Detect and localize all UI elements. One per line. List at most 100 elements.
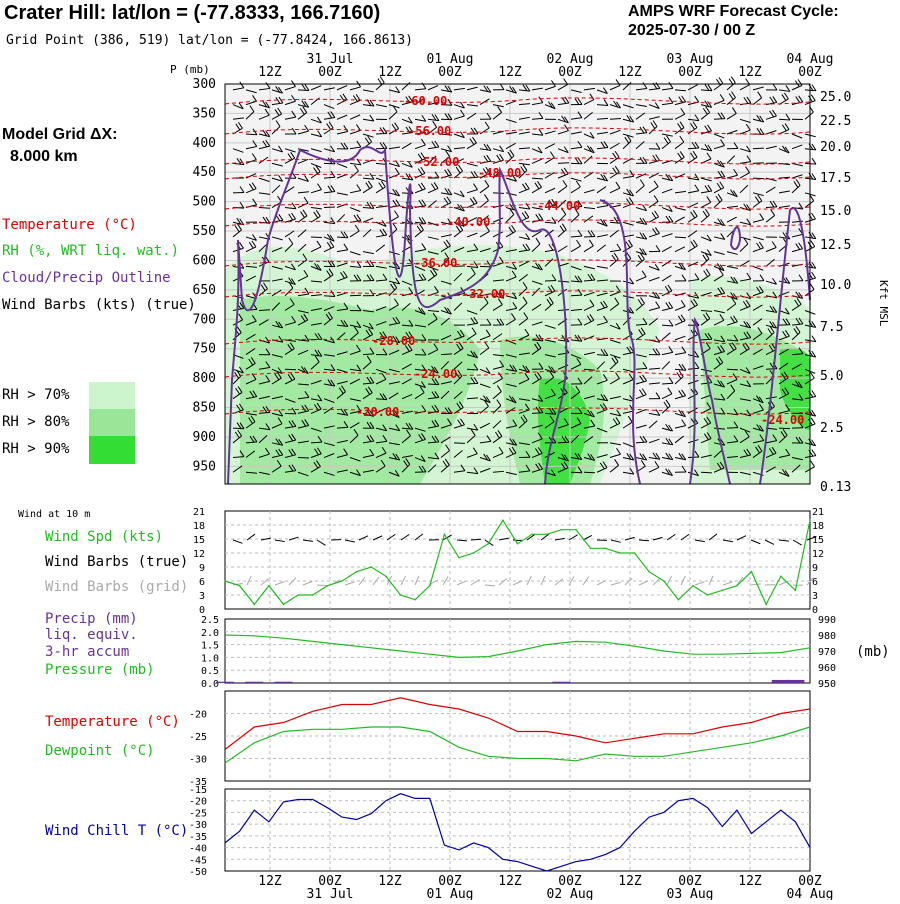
temperature-contour-label: -28.00 bbox=[372, 334, 415, 348]
legend-temperature: Temperature (°C) bbox=[2, 217, 137, 233]
top-hour-label: 00Z bbox=[678, 65, 702, 80]
wind-barb-feather bbox=[812, 158, 816, 164]
wind-barb-shaft bbox=[415, 340, 426, 341]
pressure-y-tick: 960 bbox=[818, 663, 836, 674]
pressure-y-tick: 950 bbox=[818, 679, 836, 690]
wind-barb-shaft bbox=[233, 428, 244, 429]
kft-tick-label: 17.5 bbox=[820, 171, 851, 186]
wind-speed-point bbox=[370, 566, 372, 568]
pressure-tick-label: 550 bbox=[193, 224, 216, 239]
temperature-contour-label: -56.00 bbox=[408, 124, 451, 138]
top-date-label: 31 Jul bbox=[307, 52, 354, 67]
pressure-tick-label: 300 bbox=[193, 77, 216, 92]
wind-speed-point bbox=[663, 580, 665, 582]
wind-barb-shaft bbox=[701, 339, 712, 340]
temperature-panel-frame bbox=[225, 691, 810, 781]
model-grid-value: 8.000 km bbox=[10, 148, 78, 166]
kft-tick-label: 7.5 bbox=[820, 320, 843, 335]
wind-spd-label: Wind Spd (kts) bbox=[45, 529, 163, 545]
wind-speed-point bbox=[517, 543, 519, 545]
wind-y-tick-right: 12 bbox=[812, 549, 824, 560]
bottom-date-label: 04 Aug bbox=[787, 887, 834, 900]
top-hour-label: 00Z bbox=[318, 65, 342, 80]
bottom-date-label: 31 Jul bbox=[307, 887, 354, 900]
kft-tick-label: 0.13 bbox=[820, 480, 851, 495]
kft-tick-label: 10.0 bbox=[820, 278, 851, 293]
pressure-tick-label: 950 bbox=[193, 459, 216, 474]
legend-rh: RH (%, WRT liq. wat.) bbox=[2, 243, 179, 259]
pressure-unit: (mb) bbox=[856, 644, 890, 660]
wind-speed-point bbox=[444, 534, 446, 536]
wind-y-tick: 18 bbox=[193, 521, 205, 532]
wind-barb-shaft bbox=[259, 208, 270, 209]
wind-speed-point bbox=[546, 534, 548, 536]
pressure-y-tick: 970 bbox=[818, 647, 836, 658]
wind-barb-shaft bbox=[779, 428, 790, 429]
forecast-title: AMPS WRF Forecast Cycle: bbox=[628, 3, 839, 21]
wind-barb-shaft bbox=[571, 295, 582, 296]
pressure-tick-label: 350 bbox=[193, 106, 216, 121]
bottom-hour-label: 12Z bbox=[738, 874, 762, 889]
wind-barb-feather bbox=[811, 418, 815, 424]
wind-speed-point bbox=[327, 585, 329, 587]
legend-wind-barbs: Wind Barbs (kts) (true) bbox=[2, 297, 196, 313]
wind-barb-shaft bbox=[545, 281, 556, 282]
wind-speed-point bbox=[458, 557, 460, 559]
wind-barb-shaft bbox=[532, 413, 543, 414]
precip-y-tick: 0.0 bbox=[201, 679, 219, 690]
rh-70-swatch bbox=[89, 382, 135, 409]
wind-speed-point bbox=[707, 594, 709, 596]
precip-sub1: liq. equiv. bbox=[45, 627, 138, 643]
wind-y-tick: 9 bbox=[199, 563, 205, 574]
wind-y-tick-right: 9 bbox=[812, 563, 818, 574]
kft-tick-label: 22.5 bbox=[820, 114, 851, 129]
wind-speed-point bbox=[692, 585, 694, 587]
wind-speed-point bbox=[575, 529, 577, 531]
wind-barb-shaft bbox=[766, 369, 777, 370]
bottom-date-label: 01 Aug bbox=[427, 887, 474, 900]
station-title: Crater Hill: lat/lon = (-77.8333, 166.71… bbox=[4, 2, 380, 25]
pressure-tick-label: 700 bbox=[193, 312, 216, 327]
bottom-date-label: 03 Aug bbox=[667, 887, 714, 900]
wind-barb-shaft bbox=[727, 369, 738, 370]
wind-speed-point bbox=[297, 594, 299, 596]
top-hour-label: 12Z bbox=[738, 65, 762, 80]
rh-90-swatch bbox=[89, 436, 135, 464]
wind-speed-point bbox=[809, 520, 811, 522]
wind-speed-point bbox=[795, 590, 797, 592]
pressure-tick-label: 600 bbox=[193, 253, 216, 268]
top-hour-label: 00Z bbox=[798, 65, 822, 80]
windchill-y-tick: -45 bbox=[189, 855, 207, 866]
windchill-y-tick: -40 bbox=[189, 844, 207, 855]
kft-tick-label: 2.5 bbox=[820, 421, 843, 436]
precip-y-tick: 2.5 bbox=[201, 615, 219, 626]
pressure-tick-label: 900 bbox=[193, 430, 216, 445]
wind-barb-shaft bbox=[714, 119, 725, 120]
top-hour-label: 00Z bbox=[558, 65, 582, 80]
windchill-y-tick: -50 bbox=[189, 867, 207, 878]
wind-barb-shaft bbox=[428, 384, 439, 385]
precip-bar bbox=[786, 680, 804, 683]
wind-speed-point bbox=[283, 604, 285, 606]
wind-barb-shaft bbox=[688, 148, 699, 149]
wind-speed-point bbox=[429, 585, 431, 587]
bottom-hour-label: 12Z bbox=[258, 874, 282, 889]
precip-y-tick: 1.5 bbox=[201, 641, 219, 652]
wind-speed-point bbox=[736, 585, 738, 587]
precip-bar bbox=[552, 682, 570, 683]
wind-speed-point bbox=[224, 580, 226, 582]
windchill-y-tick: -30 bbox=[189, 820, 207, 831]
rh-80-label: RH > 80% bbox=[2, 414, 69, 430]
wind-barb-feather bbox=[812, 213, 816, 219]
wind-speed-point bbox=[751, 571, 753, 573]
precip-bar bbox=[275, 682, 293, 683]
wind-y-tick-right: 15 bbox=[812, 535, 824, 546]
windchill-panel-frame bbox=[225, 789, 810, 871]
pressure-y-tick: 980 bbox=[818, 631, 836, 642]
bottom-hour-label: 12Z bbox=[378, 874, 402, 889]
temperature-contour-label: -52.00 bbox=[416, 155, 459, 169]
pressure-axis-label: P (mb) bbox=[170, 63, 210, 76]
precip-bar bbox=[216, 682, 234, 683]
temperature-contour-label: -40.00 bbox=[447, 215, 490, 229]
wind-barb-shaft bbox=[753, 148, 764, 149]
